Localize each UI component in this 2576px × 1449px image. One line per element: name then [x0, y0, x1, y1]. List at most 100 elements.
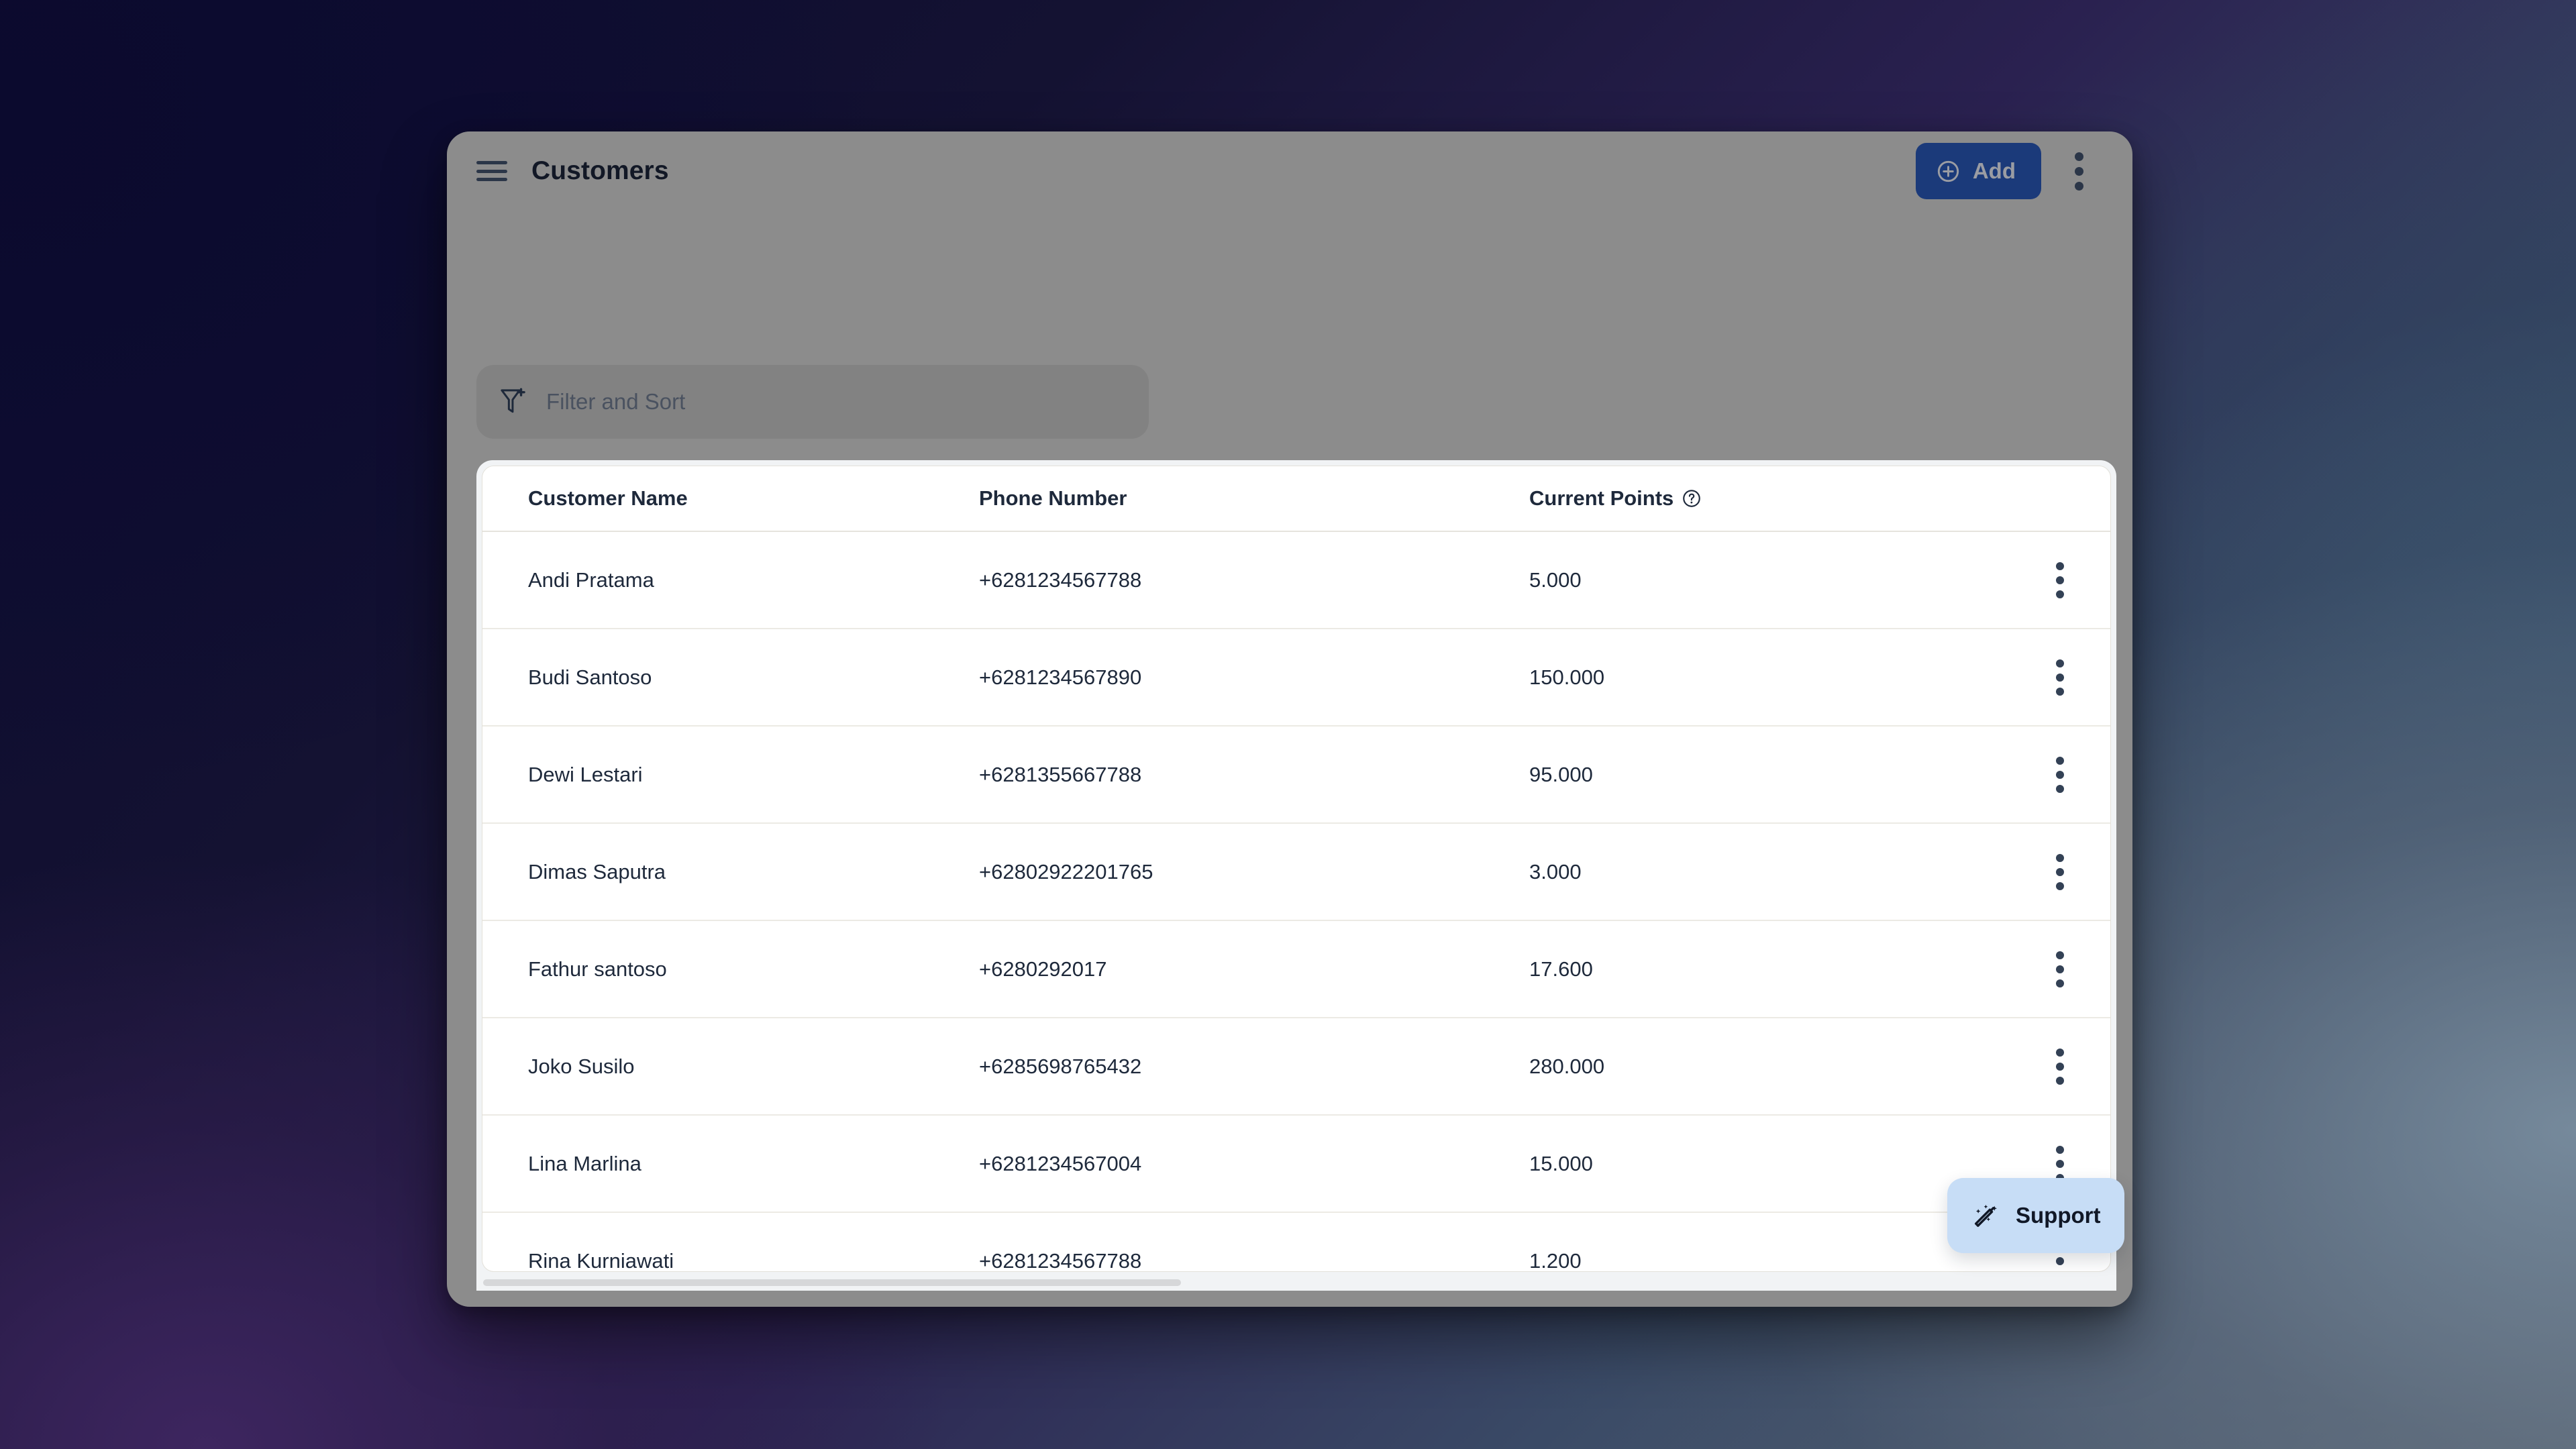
cell-current-points: 150.000	[1529, 665, 2010, 690]
support-button-label: Support	[2016, 1203, 2101, 1228]
kebab-dot	[2056, 1048, 2064, 1057]
magic-wand-icon	[1974, 1204, 1997, 1227]
row-overflow-menu-icon[interactable]	[2041, 945, 2079, 994]
table-row[interactable]: Dewi Lestari +6281355667788 95.000	[482, 727, 2110, 824]
cell-current-points: 5.000	[1529, 568, 2010, 592]
table-row[interactable]: Dimas Saputra +62802922201765 3.000	[482, 824, 2110, 921]
kebab-dot	[2056, 687, 2064, 696]
customer-name-value: Andi Pratama	[528, 568, 654, 592]
hamburger-bar	[476, 161, 507, 164]
phone-number-value: +6281234567890	[979, 665, 1142, 689]
kebab-dot	[2056, 1062, 2064, 1071]
row-overflow-menu-icon[interactable]	[2041, 1140, 2079, 1188]
row-overflow-menu-icon[interactable]	[2041, 751, 2079, 799]
horizontal-scrollbar-track[interactable]	[482, 1277, 2111, 1288]
row-overflow-menu-icon[interactable]	[2041, 556, 2079, 604]
plus-circle-icon	[1937, 160, 1959, 182]
kebab-dot	[2074, 152, 2083, 161]
kebab-dot	[2056, 1076, 2064, 1085]
filter-and-sort-placeholder: Filter and Sort	[546, 389, 686, 414]
cell-customer-name: Rina Kurniawati	[482, 1248, 979, 1272]
kebab-dot	[2056, 965, 2064, 973]
phone-number-value: +6281234567004	[979, 1151, 1142, 1175]
header-label-current-points: Current Points	[1529, 486, 1674, 510]
header-cell-phone-number: Phone Number	[979, 486, 1529, 511]
cell-phone-number: +6281234567788	[979, 1248, 1529, 1272]
hamburger-bar	[476, 169, 507, 173]
cell-phone-number: +6281234567788	[979, 568, 1529, 592]
cell-phone-number: +6281355667788	[979, 763, 1529, 787]
cell-actions	[2010, 945, 2110, 994]
hamburger-bar	[476, 178, 507, 181]
cell-phone-number: +62802922201765	[979, 860, 1529, 884]
table-row[interactable]: Lina Marlina +6281234567004 15.000	[482, 1116, 2110, 1213]
table-body: Andi Pratama +6281234567788 5.000 Budi Sant…	[482, 532, 2110, 1273]
app-topbar: Customers Add	[447, 131, 2132, 211]
kebab-dot	[2056, 951, 2064, 959]
topbar-overflow-menu-icon[interactable]	[2060, 143, 2098, 199]
cell-customer-name: Dewi Lestari	[482, 763, 979, 787]
kebab-dot	[2074, 166, 2083, 176]
filter-and-sort-input[interactable]: Filter and Sort	[476, 365, 1149, 439]
phone-number-value: +6281234567788	[979, 1248, 1142, 1272]
filter-plus-icon	[501, 388, 525, 413]
cell-current-points: 95.000	[1529, 763, 2010, 787]
table-row[interactable]: Joko Susilo +6285698765432 280.000	[482, 1018, 2110, 1116]
kebab-dot	[2056, 1159, 2064, 1168]
kebab-dot	[2056, 881, 2064, 890]
cell-current-points: 3.000	[1529, 860, 2010, 884]
row-overflow-menu-icon[interactable]	[2041, 848, 2079, 896]
table-shell: Customer Name Phone Number Current Point…	[476, 460, 2116, 1291]
cell-customer-name: Andi Pratama	[482, 568, 979, 592]
cell-actions	[2010, 653, 2110, 702]
current-points-value: 17.600	[1529, 957, 1593, 981]
table-row[interactable]: Rina Kurniawati +6281234567788 1.200	[482, 1213, 2110, 1273]
current-points-value: 150.000	[1529, 665, 1605, 689]
app-window: Customers Add Filter and Sort Cu	[447, 131, 2132, 1307]
header-label-customer-name: Customer Name	[528, 486, 688, 510]
customer-name-value: Fathur santoso	[528, 957, 667, 981]
hamburger-menu-icon[interactable]	[476, 158, 507, 184]
kebab-dot	[2056, 756, 2064, 765]
cell-current-points: 15.000	[1529, 1152, 2010, 1176]
kebab-dot	[2056, 1271, 2064, 1273]
kebab-dot	[2074, 181, 2083, 191]
kebab-dot	[2056, 576, 2064, 584]
page-title: Customers	[531, 156, 669, 185]
customer-name-value: Joko Susilo	[528, 1054, 635, 1078]
cell-actions	[2010, 848, 2110, 896]
customer-name-value: Dimas Saputra	[528, 859, 666, 883]
add-button[interactable]: Add	[1915, 143, 2041, 199]
header-cell-current-points: Current Points	[1529, 486, 2010, 511]
phone-number-value: +6281234567788	[979, 568, 1142, 592]
table-row[interactable]: Budi Santoso +6281234567890 150.000	[482, 629, 2110, 727]
kebab-dot	[2056, 561, 2064, 570]
cell-phone-number: +6280292017	[979, 957, 1529, 981]
kebab-dot	[2056, 659, 2064, 667]
cell-actions	[2010, 556, 2110, 604]
customer-name-value: Budi Santoso	[528, 665, 652, 689]
kebab-dot	[2056, 1145, 2064, 1154]
cell-current-points: 17.600	[1529, 957, 2010, 981]
table-header-row: Customer Name Phone Number Current Point…	[482, 466, 2110, 532]
help-circle-icon[interactable]	[1682, 488, 1702, 508]
kebab-dot	[2056, 673, 2064, 682]
kebab-dot	[2056, 853, 2064, 862]
row-overflow-menu-icon[interactable]	[2041, 653, 2079, 702]
customer-name-value: Lina Marlina	[528, 1151, 641, 1175]
cell-current-points: 1.200	[1529, 1249, 2010, 1272]
cell-current-points: 280.000	[1529, 1055, 2010, 1079]
table-row[interactable]: Andi Pratama +6281234567788 5.000	[482, 532, 2110, 629]
cell-customer-name: Lina Marlina	[482, 1152, 979, 1176]
phone-number-value: +6280292017	[979, 957, 1107, 981]
kebab-dot	[2056, 590, 2064, 598]
table-row[interactable]: Fathur santoso +6280292017 17.600	[482, 921, 2110, 1018]
row-overflow-menu-icon[interactable]	[2041, 1042, 2079, 1091]
kebab-dot	[2056, 770, 2064, 779]
horizontal-scrollbar-thumb[interactable]	[483, 1279, 1181, 1286]
cell-actions	[2010, 751, 2110, 799]
support-button[interactable]: Support	[1947, 1178, 2125, 1253]
cell-phone-number: +6285698765432	[979, 1055, 1529, 1079]
phone-number-value: +6285698765432	[979, 1054, 1142, 1078]
customer-name-value: Rina Kurniawati	[528, 1248, 674, 1272]
